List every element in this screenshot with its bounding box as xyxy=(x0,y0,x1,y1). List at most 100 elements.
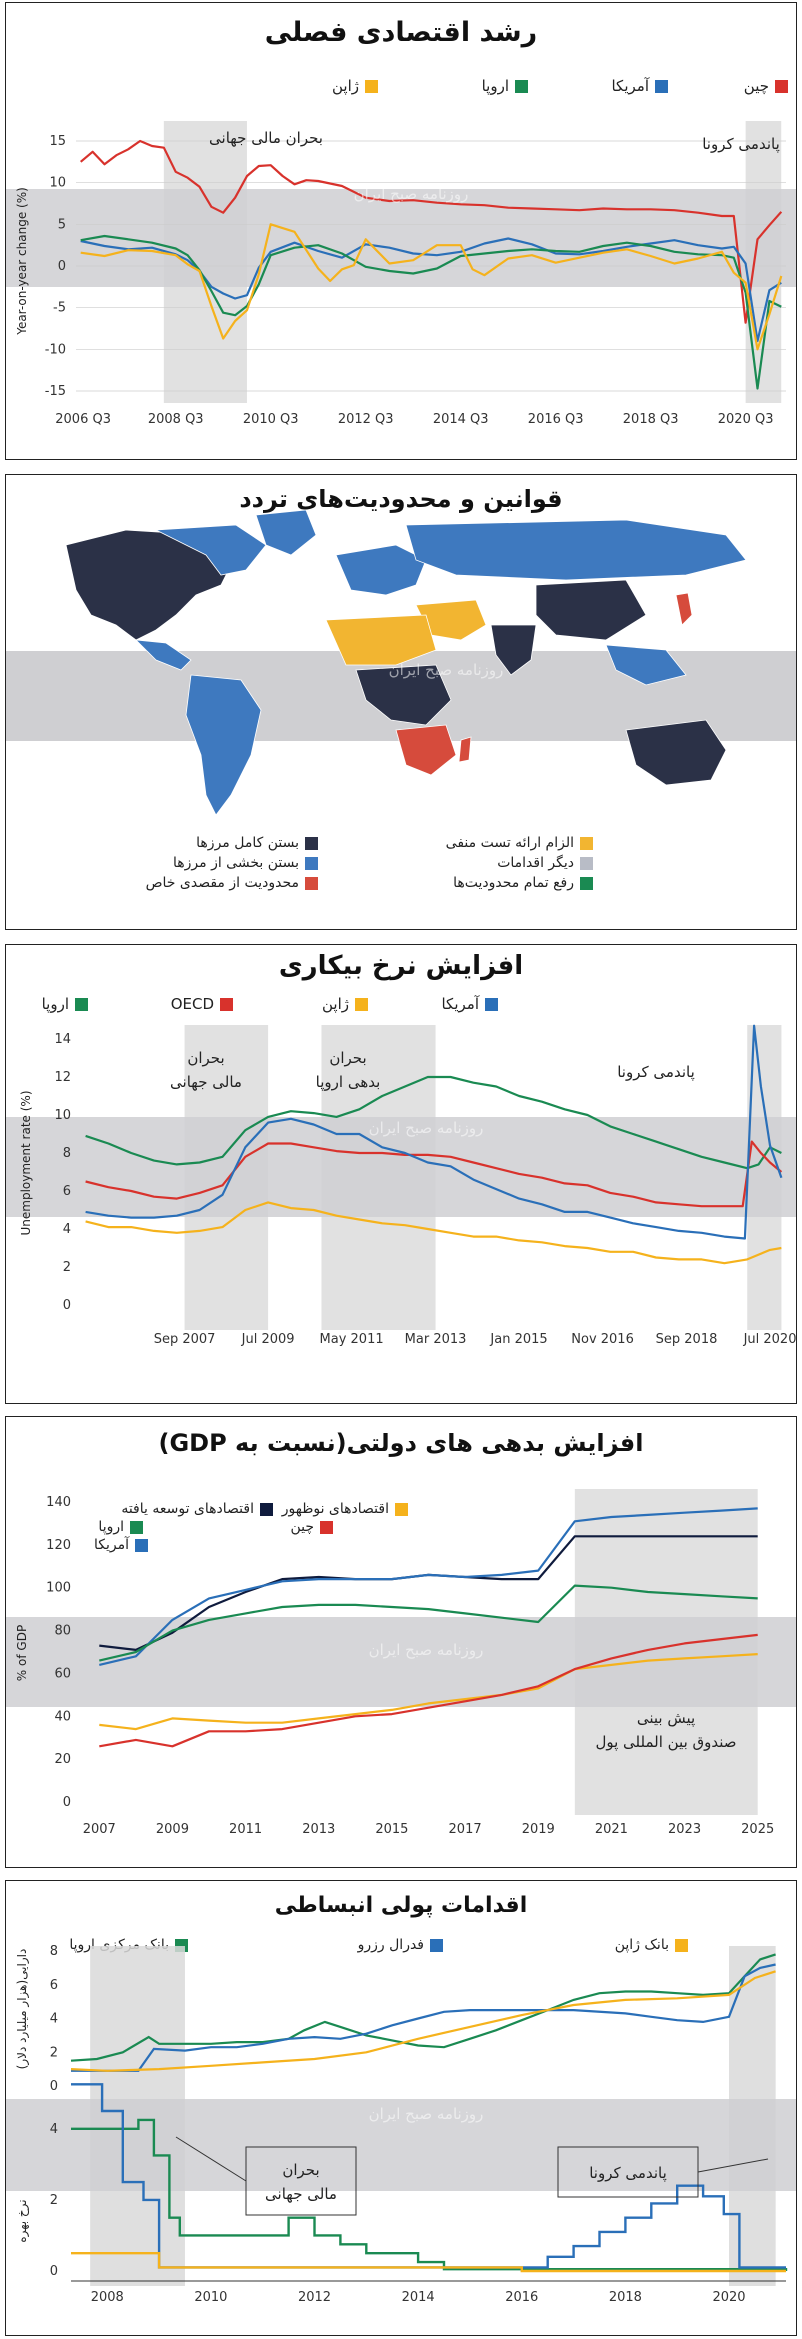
y-tick-label: 2 xyxy=(63,1260,71,1275)
swatch xyxy=(305,836,318,850)
world-map: روزنامه صبح ایران xyxy=(6,509,796,816)
legend-item-japan: ژاپن xyxy=(322,995,368,1013)
x-tick-label: 2018 Q3 xyxy=(623,412,679,427)
y-tick-label: 4 xyxy=(63,1222,71,1237)
x-tick-label: Sep 2018 xyxy=(656,1332,718,1347)
watermark-label: روزنامه صبح ایران xyxy=(369,1119,484,1137)
region-china xyxy=(535,579,647,641)
series-line-ژاپن xyxy=(85,1201,782,1265)
annotation-pointer xyxy=(175,2136,247,2182)
legend-item-usa: آمریکا xyxy=(94,1537,148,1553)
y-axis-label: % of GDP xyxy=(15,1625,29,1681)
watermark-label: روزنامه صبح ایران xyxy=(389,661,504,679)
watermark-band xyxy=(6,189,796,287)
legend-item-boj: بانک ژاپن xyxy=(615,1937,688,1953)
x-tick-label: 2023 xyxy=(668,1822,701,1837)
annotation-financial-crisis: بحران مالی جهانی xyxy=(209,129,323,147)
y-axis-label-bottom: نرخ بهره xyxy=(15,2199,30,2242)
chart-unemployment: 14 12 10 8 6 4 2 0 Sep 2007 Jul 2009 May 2011 Mar 2… xyxy=(6,1024,796,1347)
legend-item-europe: اروپا xyxy=(98,1519,143,1535)
x-tick-label: 2021 xyxy=(595,1822,628,1837)
x-tick-label: 2011 xyxy=(229,1822,262,1837)
region-greenland xyxy=(255,509,317,556)
region-europe xyxy=(335,544,427,596)
series-line-اروپا xyxy=(99,1584,758,1662)
annotation-forecast-line1: پیش بینی xyxy=(637,1709,695,1728)
chart-monetary-easing: روزنامه صبح ایران 8 6 4 2 0 4 2 0 2008 2010 2012 201… xyxy=(6,1944,796,2305)
watermark-band xyxy=(6,2099,796,2191)
watermark-band xyxy=(6,1617,796,1707)
y-tick-label: 10 xyxy=(54,1108,71,1123)
legend-item-china: چین xyxy=(290,1519,333,1535)
annotation-crisis-line1: بحران xyxy=(282,2161,319,2179)
chart-title: افزایش نرخ بیکاری xyxy=(278,951,524,981)
x-tick-label: 2013 xyxy=(302,1822,335,1837)
x-tick-label: 2008 Q3 xyxy=(148,412,204,427)
chart-title: اقدامات پولی انبساطی xyxy=(274,1893,528,1918)
x-tick-label: 2006 Q3 xyxy=(55,412,111,427)
y-tick-label: 0 xyxy=(63,1298,71,1313)
y-tick-label: 40 xyxy=(54,1709,71,1724)
y-tick-label-bottom: 0 xyxy=(50,2264,58,2279)
x-tick-label: 2016 xyxy=(505,2290,538,2305)
x-tick-label: 2014 xyxy=(402,2290,435,2305)
region-south-america xyxy=(185,674,262,816)
legend-item-europe: اروپا xyxy=(482,77,528,95)
y-axis-label-top: دارایی(هزار میلیارد دلار) xyxy=(15,1949,30,2070)
y-tick-label: 10 xyxy=(49,176,66,191)
legend-item-emerging: اقتصادهای نوظهور xyxy=(282,1501,408,1517)
x-tick-label: 2025 xyxy=(741,1822,774,1837)
legend-item-lifted: رفع تمام محدودیت‌ها xyxy=(453,875,593,891)
x-tick-label: Mar 2013 xyxy=(405,1332,467,1347)
y-tick-label: 8 xyxy=(63,1146,71,1161)
swatch xyxy=(580,856,593,870)
x-tick-label: 2009 xyxy=(156,1822,189,1837)
y-tick-label: 5 xyxy=(58,217,66,232)
annotation-forecast-line2: صندوق بین المللی پول xyxy=(595,1733,736,1752)
region-africa-north xyxy=(325,614,437,666)
chart-title: افزایش بدهی های دولتی(نسبت به GDP) xyxy=(158,1429,644,1457)
legend-item-usa: آمریکا xyxy=(611,77,668,95)
annotation-covid: پاندمی کرونا xyxy=(617,1063,695,1082)
y-tick-label: 6 xyxy=(63,1184,71,1199)
chart-public-debt: 140 120 100 80 60 40 20 0 2007 2009 2011 2013 2015 20… xyxy=(6,1489,796,1837)
y-tick-label: 15 xyxy=(49,134,66,149)
x-tick-label: Jul 2009 xyxy=(241,1332,295,1347)
x-tick-label: May 2011 xyxy=(320,1332,384,1347)
legend: اروپا OECD ژاپن آمریکا xyxy=(6,995,796,1017)
legend-item-other-measures: دیگر اقدامات xyxy=(497,855,593,871)
watermark-label: روزنامه صبح ایران xyxy=(369,2105,484,2123)
series-line-چین xyxy=(79,139,783,324)
legend: اقتصادهای توسعه یافته اقتصادهای نوظهور ا… xyxy=(6,1501,796,1571)
y-tick-label: 80 xyxy=(54,1624,71,1639)
y-tick-label: 60 xyxy=(54,1666,71,1681)
annotation-crisis-line2: مالی جهانی xyxy=(170,1073,242,1091)
legend-item-advanced: اقتصادهای توسعه یافته xyxy=(121,1501,273,1517)
legend-item-specific-destinations: محدودیت از مقصدی خاص xyxy=(146,875,318,891)
y-tick-label: 20 xyxy=(54,1752,71,1767)
x-tick-label: 2012 xyxy=(298,2290,331,2305)
swatch xyxy=(580,876,593,890)
asset-line-بانک ژاپن xyxy=(70,1970,776,2072)
legend-item-partial-closure: بستن بخشی از مرزها xyxy=(173,855,318,871)
x-tick-label: Jan 2015 xyxy=(489,1332,547,1347)
region-central-america xyxy=(134,639,192,671)
chart-title: قوانین و محدودیت‌های تردد xyxy=(239,485,563,513)
y-tick-label-top: 0 xyxy=(50,2079,58,2094)
rate-line-فدرال رزرو xyxy=(71,2083,786,2269)
panel-unemployment: افزایش نرخ بیکاری اروپا OECD ژاپن آمریکا… xyxy=(5,944,797,1404)
y-tick-label: 140 xyxy=(46,1495,71,1510)
chart-gdp-growth: 15 10 5 0 -5 -10 -15 2006 Q3 2008 Q3 2010 Q3 2012 … xyxy=(6,121,796,427)
annotation-eu-debt-line1: بحران xyxy=(329,1049,366,1067)
y-tick-label: 0 xyxy=(63,1795,71,1810)
x-tick-label: 2010 Q3 xyxy=(243,412,299,427)
chart-title: رشد اقتصادی فصلی xyxy=(264,17,538,48)
series-line-اقتصادهای نوظهور xyxy=(99,1653,758,1731)
y-tick-label: 14 xyxy=(54,1032,71,1047)
watermark-band xyxy=(6,1117,796,1217)
legend-item-china: چین xyxy=(744,77,788,95)
y-tick-label-top: 8 xyxy=(50,1944,58,1959)
y-tick-label: -5 xyxy=(53,301,66,316)
rate-line-بانک ژاپن xyxy=(71,2252,786,2273)
legend-item-fed: فدرال رزرو xyxy=(358,1937,443,1953)
